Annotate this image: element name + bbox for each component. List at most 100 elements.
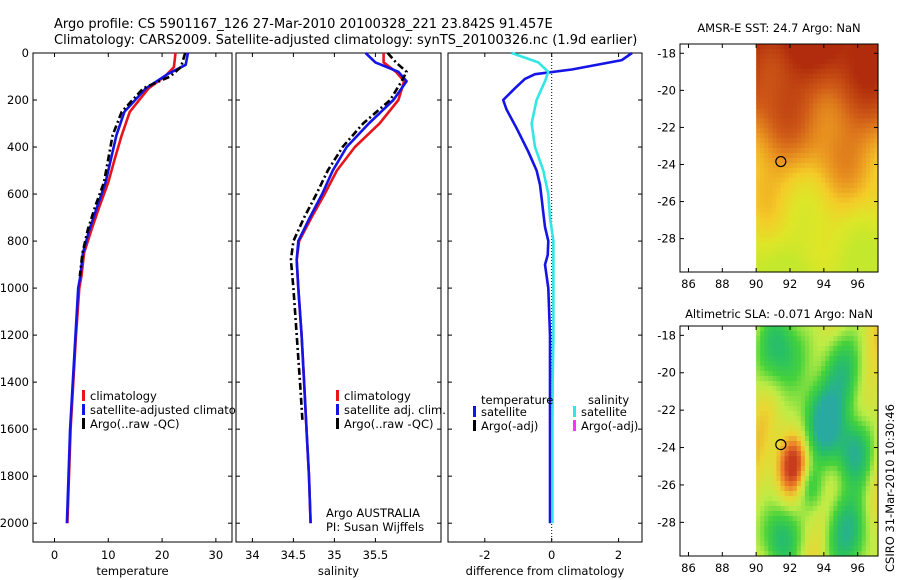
heatmap-cell <box>788 148 794 154</box>
heatmap-cell <box>873 53 879 60</box>
heatmap-cell <box>768 93 773 100</box>
heatmap-cell <box>869 441 875 447</box>
heatmap-cell <box>857 541 863 547</box>
heatmap-cell <box>825 222 830 228</box>
heatmap-cell <box>861 48 867 55</box>
heatmap-cell <box>808 411 814 417</box>
heatmap-cell <box>788 536 794 542</box>
heatmap-cell <box>780 511 786 517</box>
heatmap-cell <box>829 541 834 547</box>
heatmap-cell <box>841 167 847 174</box>
heatmap-cell <box>869 192 875 199</box>
heatmap-cell <box>857 466 863 472</box>
y-tick-label: -22 <box>657 403 676 417</box>
heatmap-cell <box>764 63 769 70</box>
heatmap-cell <box>800 212 806 219</box>
heatmap-cell <box>845 83 851 90</box>
heatmap-cells <box>756 44 879 273</box>
heatmap-cell <box>813 48 818 55</box>
heatmap-cell <box>817 167 822 174</box>
heatmap-cell <box>853 396 859 402</box>
heatmap-cell <box>772 172 778 179</box>
heatmap-cell <box>768 396 773 402</box>
heatmap-cell <box>869 476 875 482</box>
heatmap-cell <box>788 516 794 522</box>
heatmap-cell <box>792 481 798 487</box>
heatmap-cell <box>829 486 834 492</box>
heatmap-cell <box>869 153 875 159</box>
heatmap-cell <box>796 481 802 487</box>
heatmap-cell <box>865 331 871 337</box>
heatmap-cell <box>792 128 798 134</box>
heatmap-cell <box>841 501 847 507</box>
heatmap-cell <box>796 78 802 85</box>
heatmap-cell <box>861 202 867 209</box>
heatmap-cell <box>873 197 879 204</box>
heatmap-cell <box>800 351 806 357</box>
heatmap-cell <box>780 182 786 189</box>
heatmap-cell <box>800 58 806 65</box>
heatmap-cell <box>813 331 818 337</box>
heatmap-cell <box>796 491 802 497</box>
heatmap-cell <box>873 486 879 492</box>
heatmap-cell <box>829 93 834 100</box>
heatmap-cell <box>804 491 810 497</box>
heatmap-cell <box>821 237 826 243</box>
heatmap-cell <box>869 461 875 467</box>
heatmap-cell <box>865 237 871 243</box>
heatmap-cell <box>808 98 814 105</box>
heatmap-cell <box>760 421 765 427</box>
heatmap-cell <box>776 521 782 527</box>
x-tick-label: 0 <box>548 548 555 562</box>
heatmap-cell <box>845 187 851 194</box>
heatmap-cell <box>829 222 834 228</box>
heatmap-cell <box>845 396 851 402</box>
heatmap-cell <box>780 341 786 347</box>
heatmap-cell <box>853 267 859 273</box>
heatmap-cell <box>841 143 847 149</box>
heatmap-cell <box>804 391 810 397</box>
heatmap-cell <box>764 446 769 452</box>
heatmap-cell <box>841 88 847 95</box>
heatmap-cell <box>821 138 826 144</box>
heatmap-cell <box>849 247 855 253</box>
heatmap-cell <box>768 431 773 437</box>
heatmap-cell <box>804 506 810 512</box>
heatmap-cell <box>813 58 818 65</box>
heatmap-cell <box>764 551 769 557</box>
heatmap-cell <box>772 341 778 347</box>
heatmap-cell <box>865 73 871 80</box>
heatmap-cell <box>776 416 782 422</box>
heatmap-cell <box>784 491 790 497</box>
heatmap-cell <box>873 187 879 194</box>
heatmap-cell <box>817 541 822 547</box>
heatmap-cell <box>849 73 855 80</box>
heatmap-cell <box>869 44 875 50</box>
heatmap-cell <box>772 411 778 417</box>
heatmap-cell <box>772 217 778 224</box>
heatmap-cell <box>849 177 855 184</box>
heatmap-cell <box>837 138 843 144</box>
heatmap-cell <box>817 361 822 367</box>
heatmap-cell <box>768 68 773 75</box>
heatmap-cell <box>780 148 786 154</box>
heatmap-cell <box>869 396 875 402</box>
heatmap-cell <box>869 541 875 547</box>
heatmap-cell <box>768 391 773 397</box>
heatmap-cell <box>804 58 810 65</box>
heatmap-cell <box>792 476 798 482</box>
heatmap-cell <box>760 411 765 417</box>
heatmap-cell <box>813 461 818 467</box>
heatmap-cell <box>873 222 879 228</box>
heatmap-cell <box>829 361 834 367</box>
heatmap-cell <box>833 128 838 134</box>
heatmap-cell <box>857 143 863 149</box>
heatmap-cell <box>796 356 802 362</box>
y-tick-label: -18 <box>657 328 676 342</box>
heatmap-cell <box>808 406 814 412</box>
heatmap-cell <box>796 242 802 248</box>
heatmap-cell <box>804 466 810 472</box>
heatmap-cell <box>853 93 859 100</box>
heatmap-cell <box>804 366 810 372</box>
heatmap-cell <box>817 103 822 110</box>
